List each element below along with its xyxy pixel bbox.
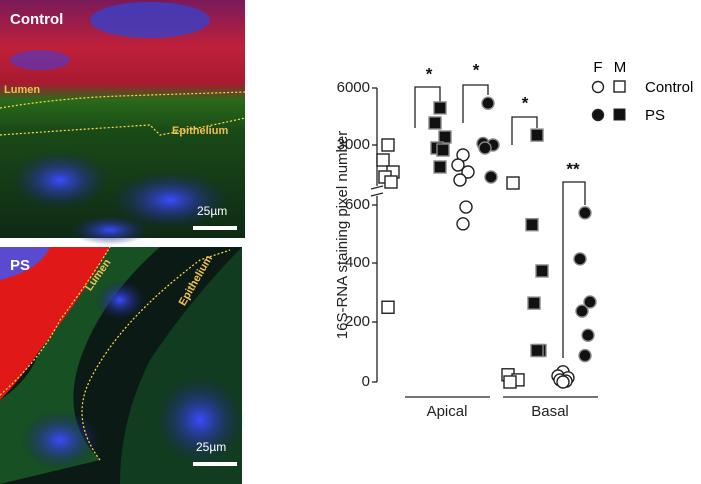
point (535, 264, 549, 278)
point (436, 143, 450, 157)
point (433, 160, 447, 174)
legend-header: M (614, 59, 627, 76)
point (481, 96, 495, 110)
panel-title: Control (10, 11, 63, 28)
significance: * (473, 60, 480, 79)
y-tick-label: 3000 (337, 136, 370, 153)
y-tick-label: 400 (345, 254, 370, 271)
point (581, 328, 595, 342)
scale-bar-label: 25µm (196, 440, 226, 454)
x-group-label: Basal (531, 403, 569, 420)
point (376, 153, 390, 167)
y-tick-label: 200 (345, 313, 370, 330)
scale-bar-label: 25µm (197, 204, 227, 218)
point (503, 375, 517, 389)
legend-header: F (593, 59, 602, 76)
point (381, 300, 395, 314)
point (556, 375, 570, 389)
significance: * (522, 93, 529, 112)
micrograph-ps: PS Lumen Epithelium 25µm (0, 246, 245, 484)
point (384, 175, 398, 189)
y-tick-label: 600 (345, 196, 370, 213)
panel-title: PS (10, 257, 30, 274)
point (433, 101, 447, 115)
point (453, 173, 467, 187)
significance: ** (566, 159, 580, 178)
point (530, 128, 544, 142)
point (578, 206, 592, 220)
point (438, 130, 452, 144)
point (575, 304, 589, 318)
point (428, 116, 442, 130)
y-tick-label: 6000 (337, 79, 370, 96)
legend-entry: Control (645, 79, 693, 96)
point (527, 296, 541, 310)
point (484, 170, 498, 184)
point (451, 158, 465, 172)
legend-entry: PS (645, 107, 665, 124)
point (506, 176, 520, 190)
point (578, 348, 592, 363)
micrograph-control: Control Lumen Epithelium 25µm (0, 0, 246, 245)
significance: * (426, 64, 433, 83)
point (525, 218, 539, 232)
point (573, 252, 587, 266)
panel-label: Epithelium (172, 125, 228, 137)
point (478, 141, 492, 155)
x-group-label: Apical (427, 403, 468, 420)
y-tick-label: 0 (362, 373, 370, 390)
point (583, 295, 597, 309)
point (381, 138, 395, 152)
point (459, 200, 473, 214)
significance-brackets (414, 84, 586, 358)
point (530, 343, 544, 358)
panel-label: Lumen (4, 84, 40, 96)
axis-break (370, 185, 384, 197)
legend: F M Control PS (591, 59, 693, 124)
point (456, 217, 470, 231)
point (461, 165, 475, 179)
y-axis-label: 16S-RNA staining pixel number (334, 131, 351, 339)
